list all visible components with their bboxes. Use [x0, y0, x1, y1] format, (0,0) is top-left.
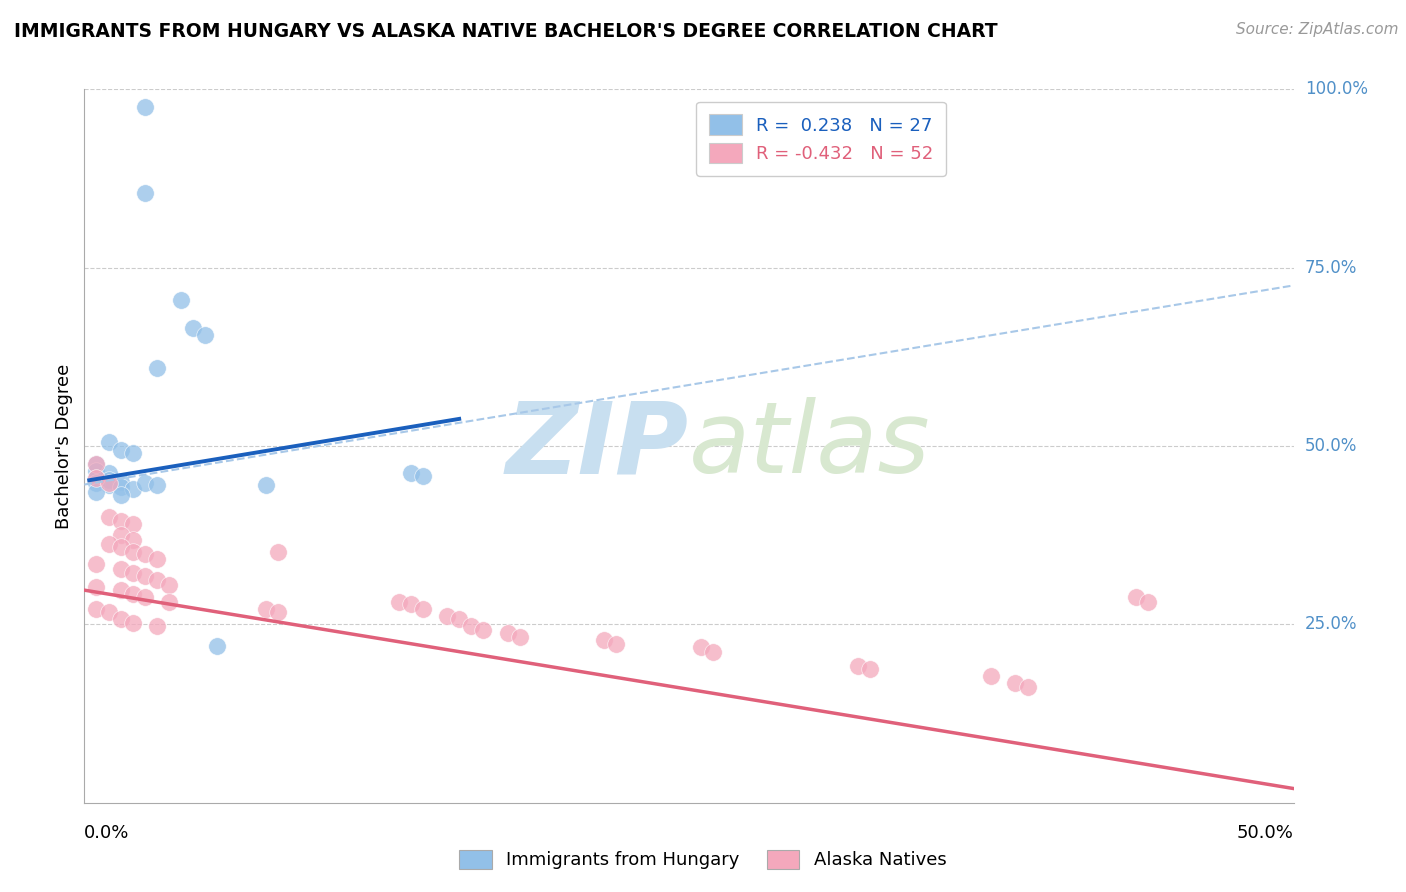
Point — [181, 321, 204, 335]
Point — [267, 605, 290, 619]
Point — [110, 612, 132, 626]
Point — [146, 551, 169, 566]
Point — [121, 446, 143, 460]
Point — [97, 476, 120, 491]
Point — [496, 626, 519, 640]
Point — [690, 640, 713, 655]
Point — [110, 583, 132, 598]
Point — [509, 630, 531, 644]
Point — [134, 476, 156, 491]
Point — [97, 473, 120, 487]
Point — [110, 514, 132, 528]
Point — [412, 601, 434, 615]
Point — [1004, 676, 1026, 690]
Point — [121, 587, 143, 601]
Point — [110, 480, 132, 494]
Point — [134, 548, 156, 562]
Point — [110, 487, 132, 501]
Point — [207, 639, 229, 653]
Text: 100.0%: 100.0% — [1305, 80, 1368, 98]
Point — [157, 594, 180, 608]
Point — [170, 293, 193, 307]
Point — [97, 510, 120, 524]
Point — [134, 186, 156, 200]
Point — [134, 591, 156, 605]
Point — [1137, 594, 1160, 608]
Point — [194, 328, 217, 343]
Point — [86, 457, 108, 471]
Point — [146, 573, 169, 587]
Point — [449, 612, 471, 626]
Text: 50.0%: 50.0% — [1237, 824, 1294, 842]
Text: atlas: atlas — [689, 398, 931, 494]
Point — [436, 608, 458, 623]
Point — [157, 578, 180, 592]
Point — [97, 435, 120, 450]
Text: 0.0%: 0.0% — [84, 824, 129, 842]
Point — [110, 562, 132, 576]
Point — [412, 469, 434, 483]
Point — [121, 482, 143, 496]
Point — [86, 471, 108, 485]
Point — [399, 598, 422, 612]
Point — [97, 478, 120, 492]
Point — [121, 517, 143, 532]
Point — [702, 644, 724, 658]
Point — [86, 464, 108, 478]
Legend: Immigrants from Hungary, Alaska Natives: Immigrants from Hungary, Alaska Natives — [450, 841, 956, 879]
Text: IMMIGRANTS FROM HUNGARY VS ALASKA NATIVE BACHELOR'S DEGREE CORRELATION CHART: IMMIGRANTS FROM HUNGARY VS ALASKA NATIVE… — [14, 22, 998, 41]
Point — [254, 478, 277, 492]
Text: 75.0%: 75.0% — [1305, 259, 1357, 277]
Text: 25.0%: 25.0% — [1305, 615, 1357, 633]
Point — [97, 605, 120, 619]
Point — [97, 466, 120, 480]
Point — [86, 471, 108, 485]
Legend: R =  0.238   N = 27, R = -0.432   N = 52: R = 0.238 N = 27, R = -0.432 N = 52 — [696, 102, 946, 176]
Point — [86, 485, 108, 500]
Point — [86, 557, 108, 571]
Point — [1125, 591, 1147, 605]
Point — [110, 442, 132, 457]
Point — [146, 619, 169, 633]
Point — [846, 658, 869, 673]
Point — [388, 594, 411, 608]
Point — [86, 457, 108, 471]
Point — [121, 615, 143, 630]
Point — [146, 478, 169, 492]
Y-axis label: Bachelor's Degree: Bachelor's Degree — [55, 363, 73, 529]
Point — [86, 601, 108, 615]
Point — [97, 537, 120, 551]
Point — [110, 475, 132, 489]
Point — [86, 476, 108, 491]
Point — [267, 544, 290, 558]
Point — [472, 623, 495, 637]
Point — [593, 633, 616, 648]
Point — [399, 466, 422, 480]
Point — [110, 541, 132, 555]
Point — [134, 100, 156, 114]
Point — [134, 569, 156, 583]
Point — [110, 528, 132, 542]
Text: 50.0%: 50.0% — [1305, 437, 1357, 455]
Point — [605, 637, 627, 651]
Point — [859, 662, 882, 676]
Point — [146, 360, 169, 375]
Point — [460, 619, 482, 633]
Point — [86, 580, 108, 594]
Text: Source: ZipAtlas.com: Source: ZipAtlas.com — [1236, 22, 1399, 37]
Point — [121, 566, 143, 580]
Point — [980, 669, 1002, 683]
Text: ZIP: ZIP — [506, 398, 689, 494]
Point — [121, 533, 143, 548]
Point — [1017, 680, 1039, 694]
Point — [254, 601, 277, 615]
Point — [121, 544, 143, 558]
